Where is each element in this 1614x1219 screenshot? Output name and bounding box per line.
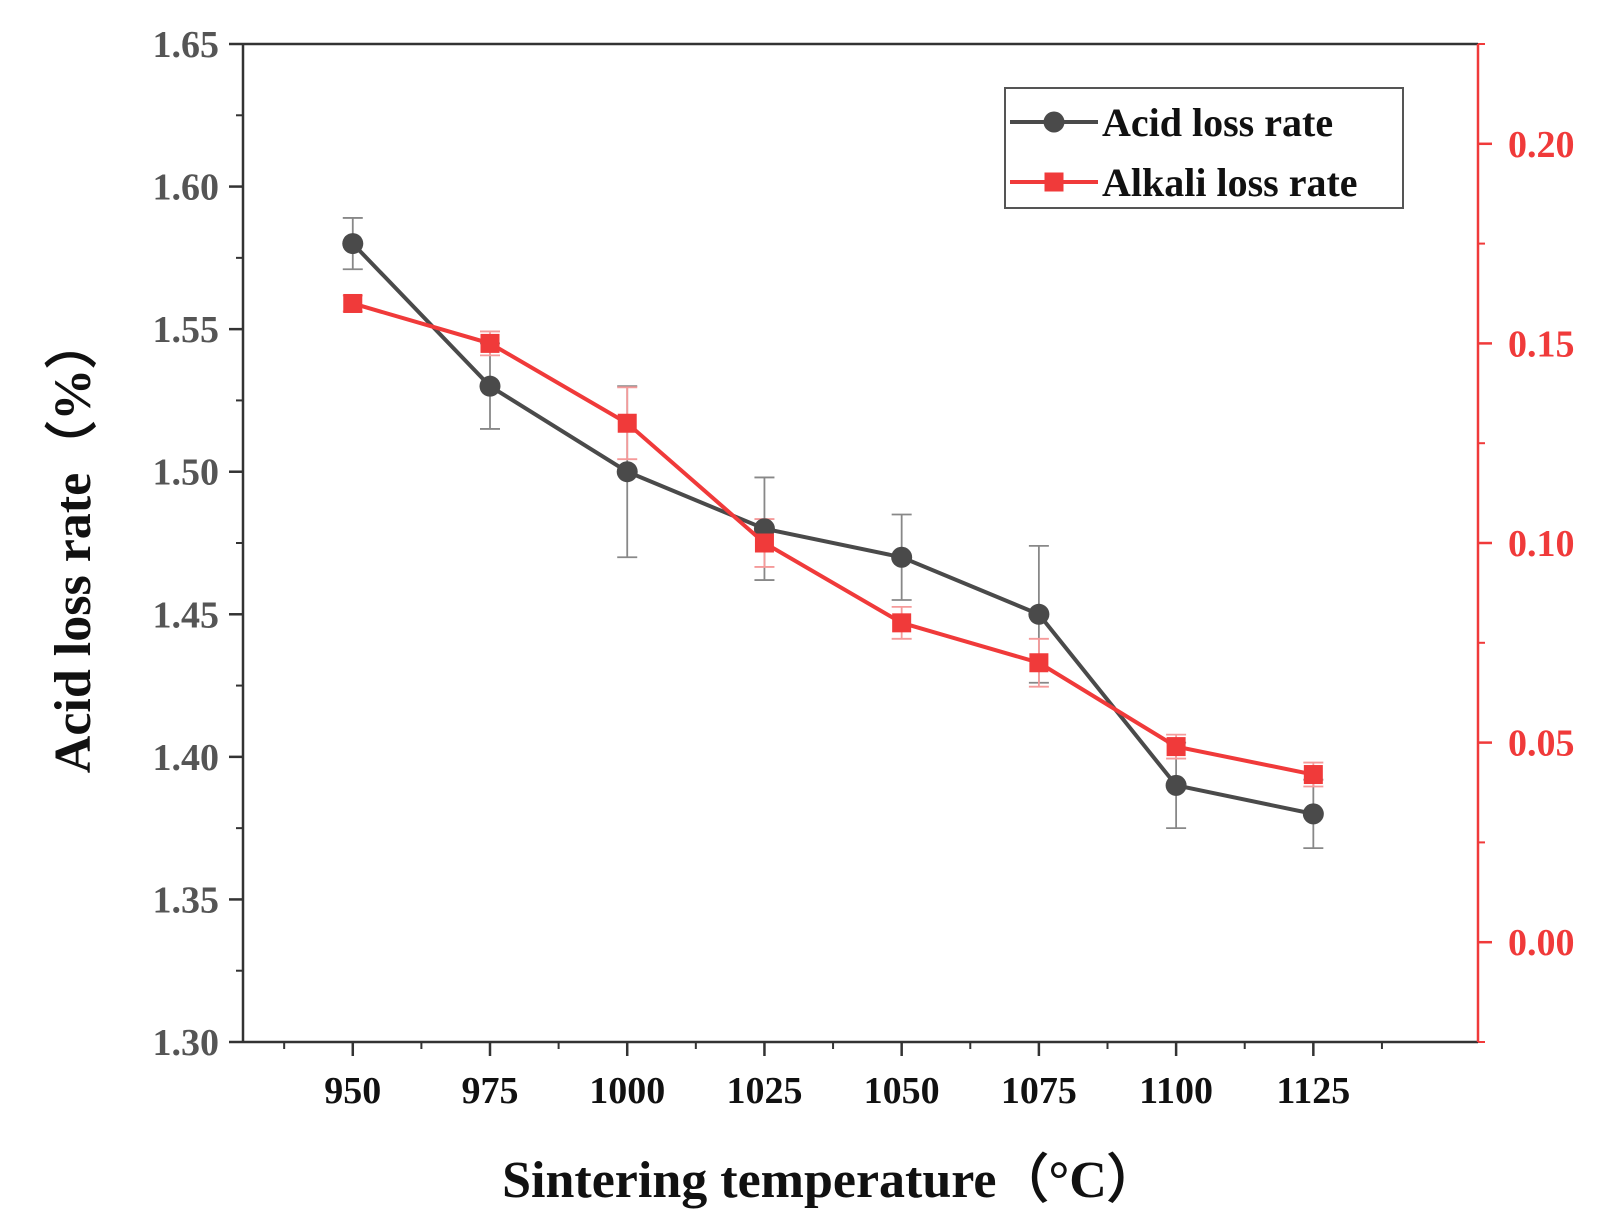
y2-tick-label: 0.05 xyxy=(1508,723,1575,765)
x-tick-label: 975 xyxy=(462,1070,519,1112)
data-point-alkali xyxy=(1029,653,1049,673)
series-line-acid xyxy=(351,242,1314,816)
y2-tick-label: 0.00 xyxy=(1508,922,1575,964)
data-point-acid xyxy=(1028,603,1050,625)
data-point-acid xyxy=(342,233,364,255)
data-point-alkali xyxy=(617,413,637,433)
y-tick-label: 1.40 xyxy=(153,737,220,779)
data-point-acid xyxy=(616,461,638,483)
x-tick-label: 1050 xyxy=(864,1070,940,1112)
data-point-acid xyxy=(479,375,501,397)
legend-label: Alkali loss rate xyxy=(1102,160,1358,205)
y-tick-label: 1.60 xyxy=(153,167,220,209)
y-tick-label: 1.45 xyxy=(153,594,220,636)
series xyxy=(342,233,1324,825)
data-point-alkali xyxy=(892,613,912,633)
data-point-alkali xyxy=(343,293,363,313)
y2-tick-label: 0.20 xyxy=(1508,124,1575,166)
legend-box xyxy=(1004,87,1404,209)
legend-marker-square xyxy=(1044,172,1064,192)
series-line-alkali xyxy=(352,301,1314,777)
y-tick-label: 1.55 xyxy=(153,309,220,351)
x-axis-label: Sintering temperature（°C） xyxy=(502,1151,1159,1209)
data-point-alkali xyxy=(1303,765,1323,785)
y-tick-label: 1.65 xyxy=(153,24,220,66)
y2-tick-label: 0.10 xyxy=(1508,523,1575,565)
y2-tick-label: 0.15 xyxy=(1508,323,1575,365)
x-tick-label: 1075 xyxy=(1001,1070,1077,1112)
legend: Acid loss rate Alkali loss rate xyxy=(1004,87,1404,209)
data-point-alkali xyxy=(1166,737,1186,757)
legend-label: Acid loss rate xyxy=(1102,100,1333,145)
axes: 1.30 1.35 1.40 1.45 1.50 1.55 1.60 1.65 0.00 0.05… xyxy=(153,24,1575,1112)
data-point-alkali xyxy=(754,533,774,553)
x-tick-label: 950 xyxy=(324,1070,381,1112)
legend-marker-circle xyxy=(1043,111,1065,133)
legend-entries: Acid loss rate Alkali loss rate xyxy=(1010,100,1358,205)
x-tick-label: 1125 xyxy=(1276,1070,1350,1112)
y-tick-label: 1.50 xyxy=(153,452,220,494)
y-tick-label: 1.35 xyxy=(153,879,220,921)
x-tick-label: 1025 xyxy=(726,1070,802,1112)
data-point-acid xyxy=(1165,774,1187,796)
data-point-acid xyxy=(891,546,913,568)
y-tick-label: 1.30 xyxy=(153,1022,220,1064)
x-tick-label: 1000 xyxy=(589,1070,665,1112)
y-axis-label: Acid loss rate（%） xyxy=(44,317,102,773)
x-tick-label: 1100 xyxy=(1139,1070,1213,1112)
data-point-alkali xyxy=(480,333,500,353)
data-point-acid xyxy=(1302,803,1324,825)
